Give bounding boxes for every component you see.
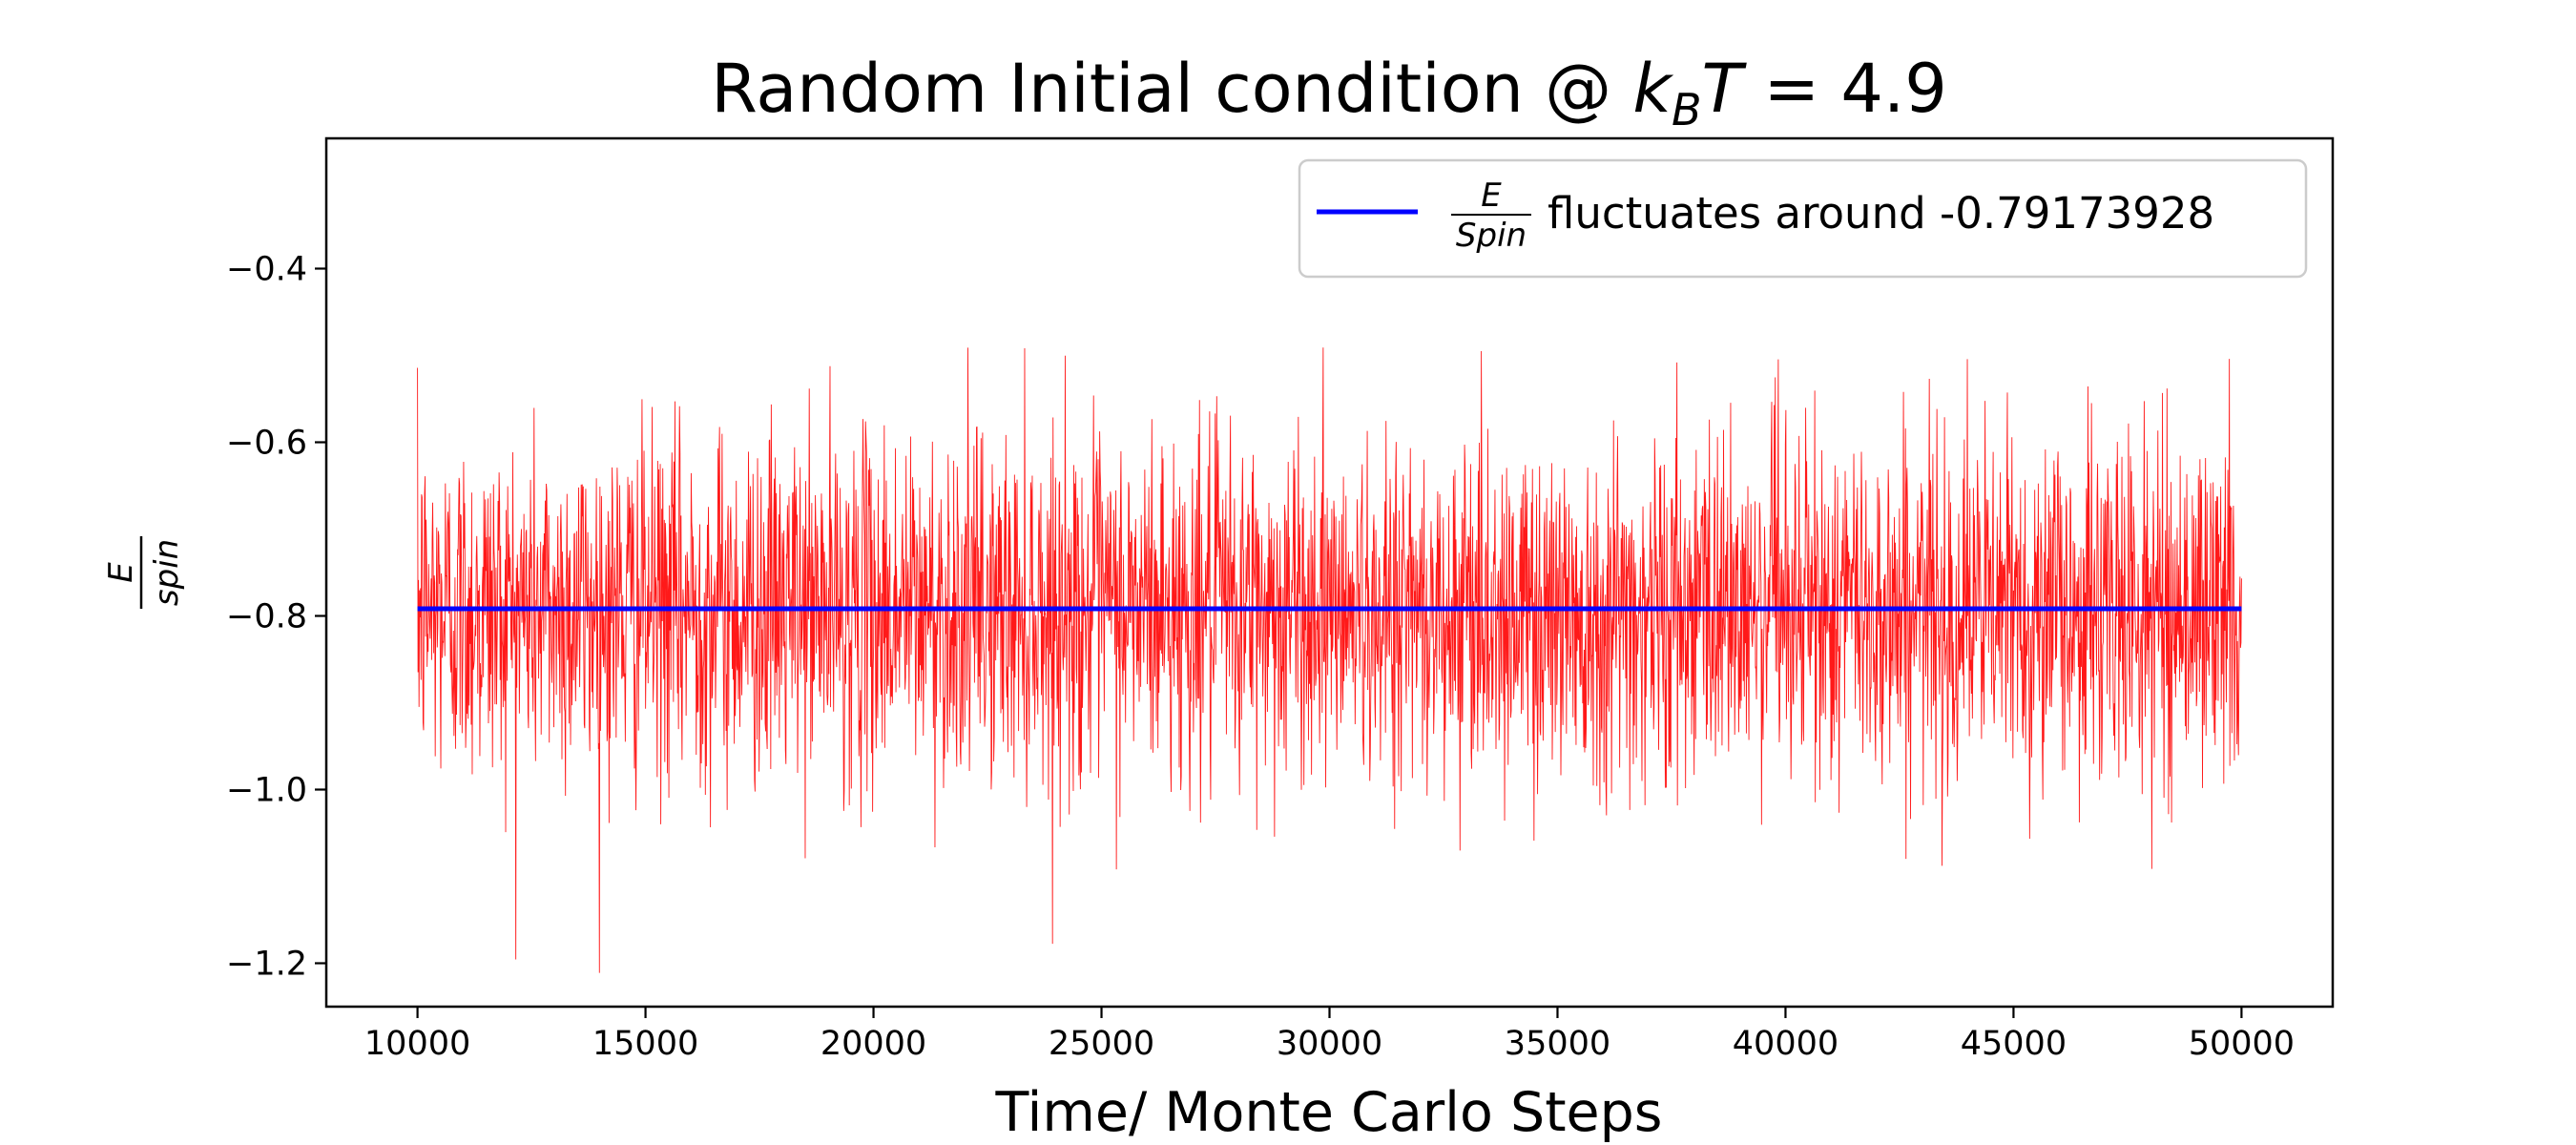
y-tick-label: −0.6	[226, 425, 307, 463]
x-tick-label: 50000	[2189, 1025, 2295, 1063]
x-tick-label: 45000	[1961, 1025, 2067, 1063]
x-tick-label: 40000	[1733, 1025, 1839, 1063]
series-energy-per-spin-line	[417, 347, 2242, 973]
legend-fraction-numerator: E	[1481, 177, 1502, 215]
legend: E Spin fluctuates around -0.79173928	[1298, 158, 2308, 279]
x-tick-label: 10000	[364, 1025, 470, 1063]
y-tick-label: −0.8	[226, 598, 307, 636]
plot-series	[417, 347, 2242, 973]
y-axis-ticks: −0.4 −0.6 −0.8 −1.0 −1.2	[226, 251, 326, 984]
x-axis-ticks: 10000 15000 20000 25000 30000 35000 40000 45000…	[364, 1007, 2295, 1063]
x-tick-label: 15000	[592, 1025, 698, 1063]
legend-fraction-denominator: Spin	[1456, 217, 1527, 255]
x-tick-label: 35000	[1505, 1025, 1610, 1063]
y-tick-label: −0.4	[226, 251, 307, 289]
x-axis-label: Time/ Monte Carlo Steps	[994, 1081, 1662, 1144]
x-tick-label: 25000	[1049, 1025, 1154, 1063]
x-tick-label: 20000	[821, 1025, 926, 1063]
x-tick-label: 30000	[1277, 1025, 1382, 1063]
y-axis-label-numerator: E	[102, 562, 140, 583]
chart-title: Random Initial condition @ kBT = 4.9	[711, 50, 1947, 135]
legend-box	[1298, 158, 2308, 279]
y-axis-label-denominator: spin	[148, 539, 186, 606]
y-tick-label: −1.2	[226, 946, 307, 984]
y-axis-label: E spin	[102, 536, 186, 609]
y-tick-label: −1.0	[226, 772, 307, 810]
legend-label: fluctuates around -0.79173928	[1548, 188, 2214, 239]
